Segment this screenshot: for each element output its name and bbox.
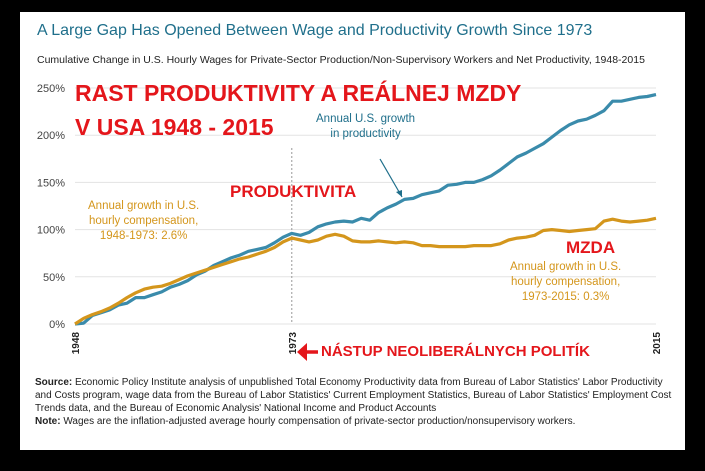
chart-subtitle: Cumulative Change in U.S. Hourly Wages f…: [37, 54, 645, 66]
source-text: Economic Policy Institute analysis of un…: [35, 377, 672, 414]
chart-title: A Large Gap Has Opened Between Wage and …: [37, 22, 593, 39]
x-tick-label: 1973: [288, 332, 299, 355]
annotation-line: Annual U.S. growth: [316, 113, 416, 125]
productivity-overlay-label: PRODUKTIVITA: [230, 182, 357, 201]
left-arrow-icon: [297, 343, 307, 361]
annotation-line: Annual growth in U.S.: [88, 200, 200, 212]
y-tick-label: 200%: [37, 130, 65, 142]
wage-overlay-label: MZDA: [566, 238, 616, 257]
wage-growth-late-annotation: Annual growth in U.S. hourly compensatio…: [510, 260, 621, 305]
productivity-growth-annotation: Annual U.S. growth in productivity: [316, 112, 415, 142]
overlay-headline-line1: RAST PRODUKTIVITY A REÁLNEJ MZDY: [75, 80, 522, 106]
annotation-line: hourly compensation,: [510, 276, 621, 288]
annotation-line: 1948-1973: 2.6%: [99, 230, 188, 242]
annotation-line: in productivity: [330, 128, 401, 140]
note-text: Wages are the inflation-adjusted average…: [60, 416, 576, 427]
source-label: Source:: [35, 377, 73, 388]
annotation-line: hourly compensation,: [88, 215, 199, 227]
series-lines: [74, 93, 657, 326]
note-label: Note:: [35, 416, 61, 427]
y-tick-label: 0%: [49, 319, 65, 331]
wage-growth-early-annotation: Annual growth in U.S. hourly compensatio…: [88, 199, 199, 244]
line-chart: 0% 50% 100% 150% 200% 250% 1948 1973 2015: [37, 83, 663, 361]
productivity-annotation-arrow: [379, 158, 403, 198]
chart-card: A Large Gap Has Opened Between Wage and …: [20, 12, 685, 450]
arrow-head-icon: [396, 190, 402, 197]
x-tick-label: 1948: [71, 332, 82, 355]
x-axis-ticks: 1948 1973 2015: [71, 332, 663, 355]
y-axis-ticks: 0% 50% 100% 150% 200% 250%: [37, 83, 65, 331]
y-tick-label: 250%: [37, 83, 65, 95]
annotation-line: 1973-2015: 0.3%: [521, 291, 610, 303]
y-tick-label: 50%: [43, 272, 65, 284]
annotation-line: Annual growth in U.S.: [510, 261, 622, 273]
overlay-headline-line2: V USA 1948 - 2015: [75, 114, 274, 140]
neoliberal-overlay-label: NÁSTUP NEOLIBERÁLNYCH POLITÍK: [321, 343, 590, 360]
y-tick-label: 150%: [37, 177, 65, 189]
annotation-arrows: [297, 158, 403, 361]
y-tick-label: 100%: [37, 225, 65, 237]
productivity-line: [74, 93, 657, 326]
wage-line: [74, 216, 657, 326]
footnote: Source: Economic Policy Institute analys…: [35, 376, 675, 428]
x-tick-label: 2015: [652, 332, 663, 355]
